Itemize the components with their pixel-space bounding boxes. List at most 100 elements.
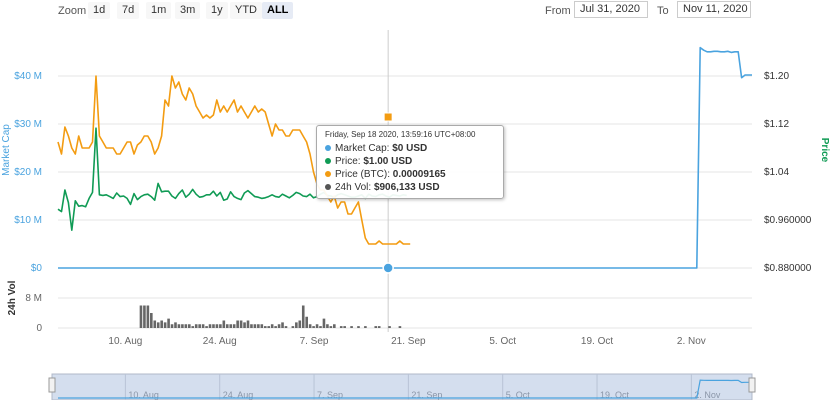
navigator-tick-label: 21. Sep — [411, 390, 442, 400]
tooltip: Friday, Sep 18 2020, 13:59:16 UTC+08:00 … — [316, 125, 504, 199]
volume-bar — [333, 324, 336, 328]
volume-bar — [191, 326, 195, 328]
volume-bars — [139, 305, 402, 328]
tooltip-value: $1.00 USD — [363, 156, 413, 167]
volume-bar — [350, 326, 353, 328]
volume-bar — [222, 320, 226, 328]
right-axis-title: Price — [819, 138, 830, 163]
price-btc-line — [57, 75, 411, 245]
x-tick-label: 7. Sep — [300, 336, 329, 347]
tooltip-row-market-cap: Market Cap: $0 USD — [325, 142, 495, 155]
volume-bar — [167, 318, 170, 328]
volume-bar — [153, 320, 157, 328]
tooltip-value: $906,133 USD — [373, 182, 440, 193]
zoom-7d-button[interactable]: 7d — [117, 2, 140, 19]
left-tick-label: $10 M — [14, 215, 42, 226]
zoom-3m-button[interactable]: 3m — [175, 2, 201, 19]
volume-bar — [281, 322, 284, 328]
right-axis-ticks: $0.880000 $0.960000 $1.04 $1.12 $1.20 — [764, 71, 812, 274]
volume-bar — [201, 324, 205, 328]
volume-bar — [329, 326, 333, 328]
right-tick-label: $1.04 — [764, 167, 789, 178]
to-label: To — [657, 5, 669, 17]
volume-bar — [250, 324, 253, 328]
volume-tick-label: 8 M — [25, 293, 42, 304]
volume-bar — [298, 320, 302, 328]
navigator-tick-label: 10. Aug — [128, 390, 159, 400]
volume-bar — [143, 305, 146, 328]
navigator-tick-label: 7. Sep — [317, 390, 343, 400]
navigator[interactable]: 10. Aug 24. Aug 7. Sep 21. Sep 5. Oct 19. Oct… — [48, 373, 756, 400]
volume-axis-title: 24h Vol — [7, 280, 18, 315]
tooltip-dot-price — [325, 158, 331, 165]
left-tick-label: $30 M — [14, 119, 42, 130]
tooltip-value: 0.00009165 — [392, 169, 446, 180]
zoom-ytd-button[interactable]: YTD — [230, 2, 262, 19]
volume-bar — [257, 324, 260, 328]
navigator-handle — [48, 377, 56, 393]
x-tick-label: 24. Aug — [203, 336, 237, 347]
left-axis-title: Market Cap — [1, 124, 12, 176]
x-tick-label: 5. Oct — [489, 336, 516, 347]
zoom-label: Zoom — [58, 5, 87, 17]
volume-bar — [253, 324, 257, 328]
x-tick-label: 19. Oct — [581, 336, 613, 347]
volume-bar — [198, 324, 201, 328]
chart-toolbar: Zoom 1d 7d 1m 3m 1y YTD ALL From To — [0, 0, 830, 22]
volume-bar — [208, 324, 212, 328]
volume-bar — [315, 324, 319, 328]
volume-bar — [243, 322, 246, 328]
volume-bar — [174, 322, 177, 328]
volume-bar — [181, 324, 184, 328]
volume-grid-lines — [58, 297, 752, 329]
x-tick-label: 2. Nov — [677, 336, 706, 347]
volume-bar — [277, 324, 281, 328]
volume-bar — [156, 322, 160, 328]
left-tick-label: $40 M — [14, 71, 42, 82]
volume-bar — [284, 326, 288, 328]
tooltip-value: $0 USD — [392, 143, 428, 154]
from-date-input[interactable] — [574, 1, 648, 18]
tooltip-label: Market Cap: — [335, 143, 390, 154]
volume-bar — [184, 324, 188, 328]
volume-bar — [312, 326, 315, 328]
tooltip-date: Friday, Sep 18 2020, 13:59:16 UTC+08:00 — [325, 130, 476, 139]
volume-bar — [225, 324, 229, 328]
volume-bar — [160, 320, 163, 328]
volume-bar — [388, 326, 391, 328]
zoom-1y-button[interactable]: 1y — [206, 2, 228, 19]
volume-bar — [270, 324, 274, 328]
volume-bar — [308, 324, 312, 328]
volume-bar — [322, 318, 326, 328]
volume-bar — [177, 324, 181, 328]
right-tick-label: $0.960000 — [764, 215, 812, 226]
left-tick-label: $20 M — [14, 167, 42, 178]
volume-bar — [170, 324, 174, 328]
volume-bar — [150, 313, 153, 328]
volume-bar — [232, 324, 236, 328]
navigator-tick-label: 24. Aug — [223, 390, 254, 400]
left-axis-ticks: $0 $10 M $20 M $30 M $40 M — [14, 71, 42, 274]
volume-bar — [374, 326, 378, 328]
volume-bar — [194, 324, 198, 328]
zoom-1d-button[interactable]: 1d — [88, 2, 111, 19]
to-date-input[interactable] — [677, 1, 751, 18]
volume-bar — [246, 320, 250, 328]
navigator-range — [51, 373, 753, 400]
volume-bar — [260, 324, 264, 328]
navigator-line — [58, 379, 752, 399]
right-tick-label: $1.20 — [764, 71, 789, 82]
navigator-handle — [748, 377, 756, 393]
volume-bar — [319, 326, 322, 328]
zoom-1m-button[interactable]: 1m — [146, 2, 172, 19]
x-tick-label: 21. Sep — [391, 336, 426, 347]
market-cap-marker — [382, 262, 394, 274]
right-tick-label: $1.12 — [764, 119, 789, 130]
tooltip-label: 24h Vol: — [335, 182, 372, 193]
market-cap-line — [58, 46, 752, 269]
tooltip-dot-volume — [325, 184, 331, 191]
zoom-all-button[interactable]: ALL — [262, 2, 294, 19]
x-axis-ticks: 10. Aug 24. Aug 7. Sep 21. Sep 5. Oct 19. Oct… — [108, 336, 705, 347]
volume-bar — [295, 322, 298, 328]
